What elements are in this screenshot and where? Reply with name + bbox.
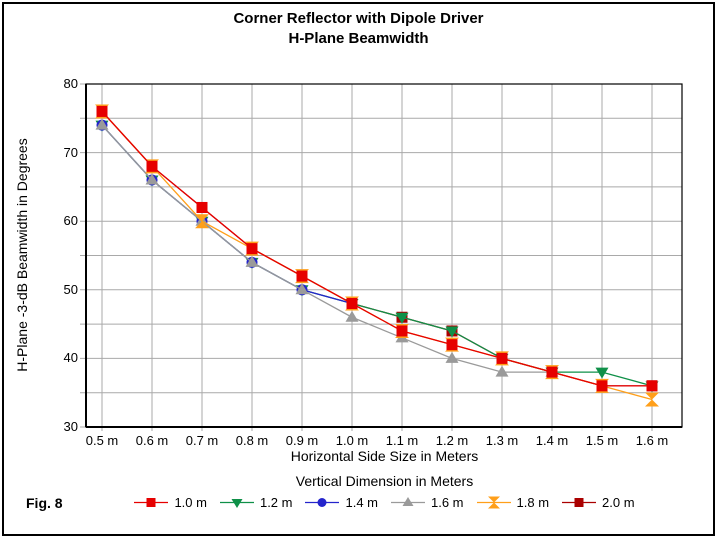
- square-marker-icon: [396, 325, 408, 337]
- square-marker-icon: [496, 352, 508, 364]
- series-1.0m: [96, 105, 658, 392]
- figure-number-label: Fig. 8: [26, 495, 63, 511]
- legend-title: Vertical Dimension in Meters: [295, 473, 474, 489]
- triangle-up-marker-icon: [145, 173, 159, 185]
- legend-label: 1.2 m: [259, 495, 293, 510]
- triangle-up-marker-icon: [402, 497, 414, 506]
- legend-item-2.0m: 2.0 m: [562, 495, 635, 510]
- legend-row: 1.0 m 1.2 m 1.4 m 1.6 m 1.8 m 2.0 m: [86, 495, 683, 510]
- x-tick-label: 1.6 m: [635, 433, 669, 448]
- triangle-up-marker-icon: [445, 351, 459, 363]
- square-marker-icon: [346, 298, 358, 310]
- x-axis-title: Horizontal Side Size in Meters: [290, 448, 479, 464]
- triangle-up-marker-icon: [245, 255, 259, 267]
- square-marker-icon: [196, 201, 208, 213]
- plot-area: 80 70 60 50 40 30 0.5 m 0.6 m 0.7 m 0.8 m 0.9 m 1.0…: [64, 76, 696, 458]
- square-marker-icon: [546, 366, 558, 378]
- square-marker-icon: [574, 498, 584, 507]
- circle-marker-icon: [317, 498, 327, 507]
- hourglass-marker-icon: [645, 392, 659, 407]
- triangle-down-marker-icon: [231, 499, 243, 508]
- x-tick-label: 0.8 m: [235, 433, 269, 448]
- legend-marker: [476, 496, 511, 509]
- legend-label: 2.0 m: [602, 495, 635, 510]
- x-tick-label: 1.5 m: [585, 433, 619, 448]
- legend-marker: [391, 497, 425, 506]
- x-tick-label: 1.0 m: [335, 433, 369, 448]
- y-tick-label: 70: [63, 144, 78, 160]
- hourglass-marker-icon: [487, 496, 500, 509]
- chart-title-line2: H-Plane Beamwidth: [288, 30, 429, 47]
- square-marker-icon: [296, 270, 308, 282]
- legend-marker: [305, 498, 340, 507]
- triangle-up-marker-icon: [295, 283, 309, 295]
- y-tick-label: 80: [63, 76, 78, 91]
- legend-label: 1.0 m: [174, 495, 207, 510]
- legend-marker: [134, 498, 169, 507]
- series-line: [101, 111, 652, 387]
- legend-marker: [219, 499, 254, 508]
- square-marker-icon: [146, 498, 156, 507]
- x-tick-label: 0.5 m: [85, 433, 119, 448]
- x-tick-label: 0.9 m: [285, 433, 319, 448]
- square-marker-icon: [146, 160, 158, 172]
- y-tick-label: 30: [63, 419, 78, 434]
- x-tick-label: 0.6 m: [135, 433, 169, 448]
- square-marker-icon: [596, 380, 608, 392]
- x-tick-label: 0.7 m: [185, 433, 219, 448]
- square-marker-icon: [96, 105, 108, 117]
- square-marker-icon: [646, 380, 658, 392]
- triangle-up-marker-icon: [495, 365, 509, 377]
- legend-label: 1.4 m: [345, 495, 378, 510]
- y-tick-label: 40: [63, 350, 78, 366]
- plot-svg: [80, 83, 683, 431]
- square-marker-icon: [446, 339, 458, 351]
- legend-label: 1.6 m: [431, 495, 464, 510]
- legend-marker: [562, 498, 597, 507]
- legend-label: 1.8 m: [516, 495, 550, 510]
- square-marker-icon: [246, 243, 258, 255]
- chart-title-line1: Corner Reflector with Dipole Driver: [233, 10, 484, 27]
- x-tick-label: 1.4 m: [535, 433, 569, 448]
- legend-item-1.0m: 1.0 m: [134, 495, 207, 510]
- triangle-down-marker-icon: [445, 326, 459, 338]
- hourglass-marker-icon: [195, 214, 209, 229]
- y-tick-label: 50: [63, 281, 78, 297]
- triangle-down-marker-icon: [595, 367, 609, 379]
- series-line: [101, 124, 552, 373]
- triangle-up-marker-icon: [95, 118, 109, 130]
- triangle-up-marker-icon: [345, 310, 359, 322]
- triangle-down-marker-icon: [395, 312, 409, 324]
- legend-item-1.2m: 1.2 m: [219, 495, 293, 510]
- chart-title: Corner Reflector with Dipole Driver H-Pl…: [0, 9, 717, 49]
- legend-item-1.8m: 1.8 m: [476, 495, 550, 510]
- legend-item-1.6m: 1.6 m: [391, 495, 464, 510]
- x-tick-label: 1.2 m: [435, 433, 469, 448]
- y-tick-label: 60: [63, 213, 78, 229]
- legend-item-1.4m: 1.4 m: [305, 495, 378, 510]
- x-tick-label: 1.3 m: [485, 433, 519, 448]
- x-tick-label: 1.1 m: [385, 433, 419, 448]
